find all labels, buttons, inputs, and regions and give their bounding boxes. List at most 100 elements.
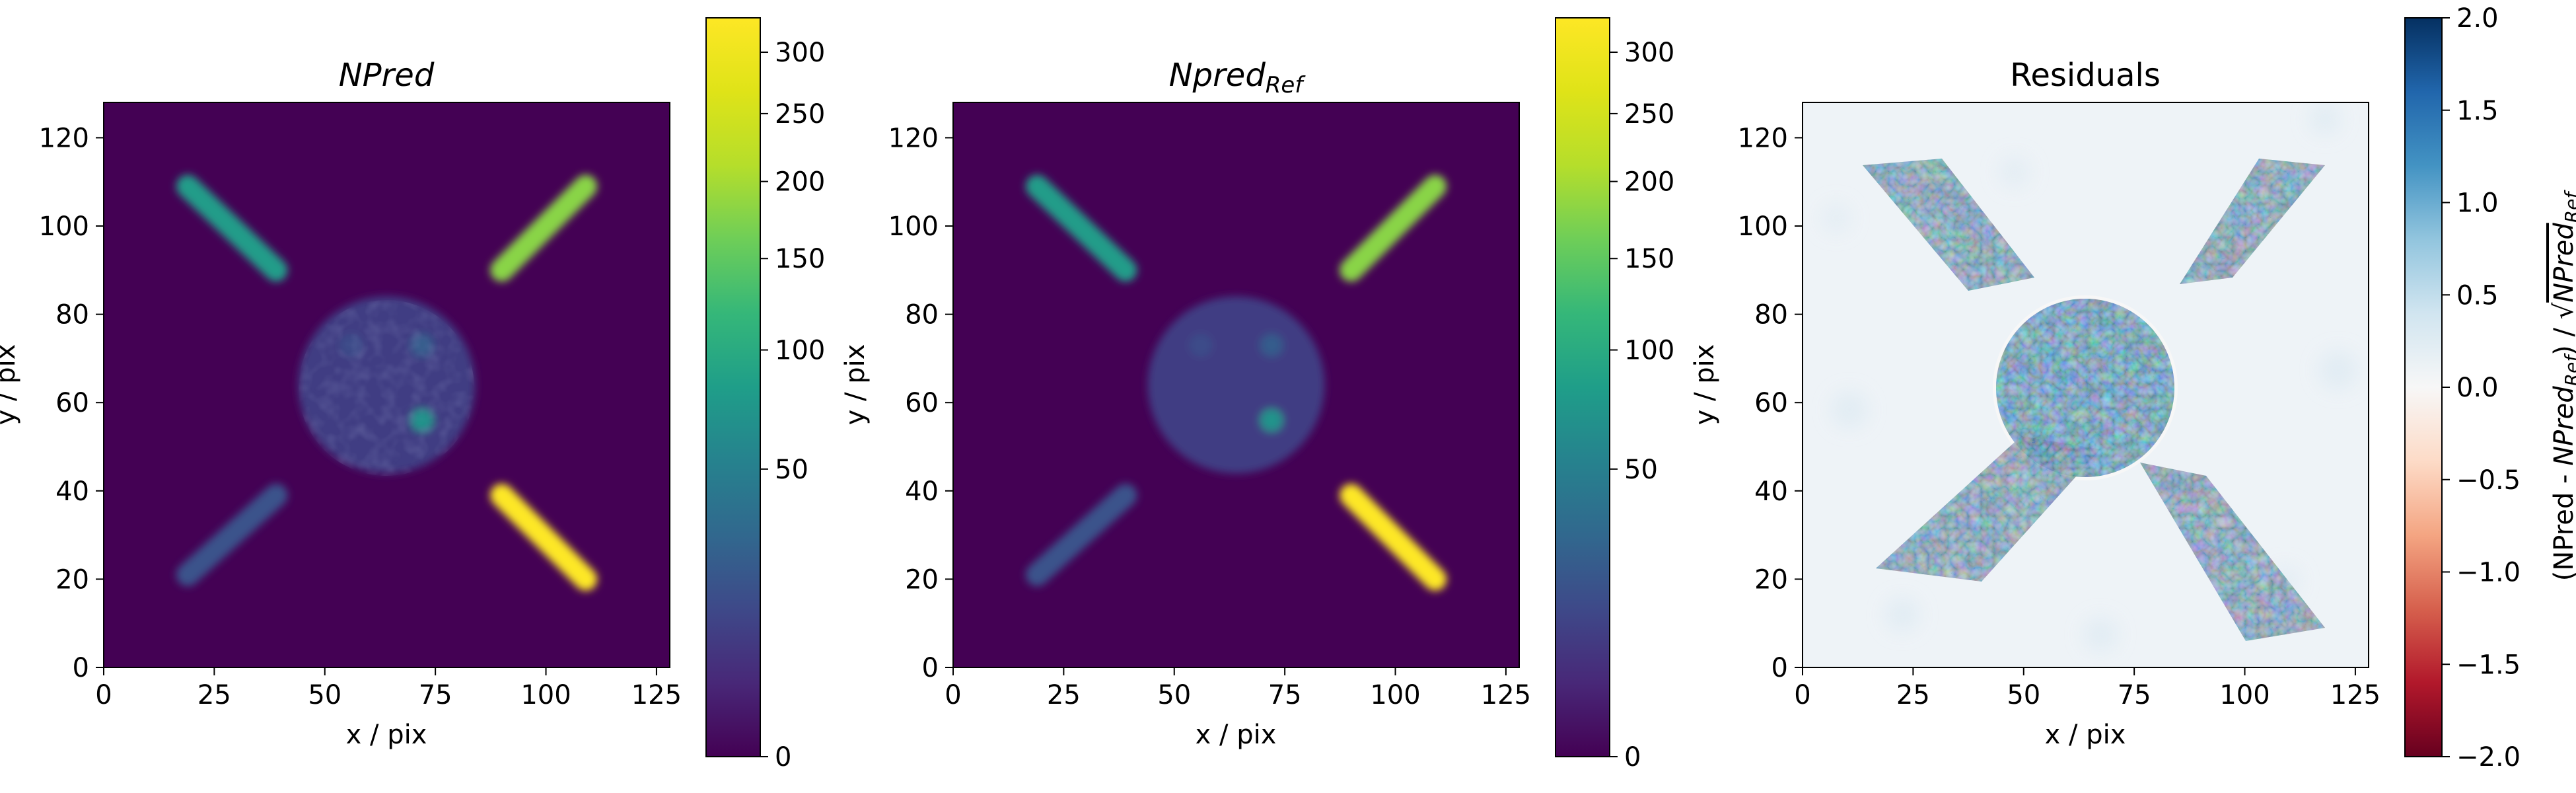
colorbar-tick-label: 2.0	[2456, 3, 2499, 34]
y-tick-label: 60	[905, 388, 939, 418]
panel-npred-disk-texture	[299, 300, 474, 476]
colorbar-tick-label: 200	[1624, 167, 1674, 198]
y-tick-label: 0	[922, 653, 939, 683]
y-tick-label: 40	[1754, 476, 1788, 507]
cb-label-part-6: Ref	[2561, 190, 2576, 223]
cb-label-part-3: Ref	[2561, 353, 2576, 387]
cb-label-part-4: ) / √	[2549, 302, 2576, 356]
x-tick-label: 125	[1481, 680, 1531, 710]
panel-npred-y-ticks: 0 20 40 60 80 100 120	[39, 123, 104, 683]
y-tick-label: 0	[73, 653, 89, 683]
colorbar-tick-label: 250	[775, 99, 825, 130]
y-tick-label: 100	[1738, 211, 1788, 242]
x-tick-label: 100	[2219, 680, 2270, 710]
source-disk	[1147, 296, 1325, 474]
colorbar-tick-label: −1.5	[2456, 650, 2521, 680]
panel-residuals-colorbar-label: (NPred - NPredRef) / √NPredRef	[2549, 190, 2576, 582]
colorbar-tick-label: 50	[1624, 455, 1658, 485]
y-tick-label: 120	[1738, 123, 1788, 153]
source-bar	[176, 484, 288, 587]
source-spot	[1260, 333, 1283, 357]
panel-residuals-colorbar-ticks: −2.0 −1.5 −1.0 −0.5 0.0 0.5 1.0 1.5 2.0	[2442, 3, 2521, 773]
panel-npred-ref-colorbar	[1555, 17, 1610, 757]
y-tick-label: 40	[905, 476, 939, 507]
panel-residuals-x-axis-label: x / pix	[2045, 720, 2126, 750]
source-bar	[1340, 484, 1447, 591]
y-tick-label: 60	[1754, 388, 1788, 418]
x-tick-label: 25	[197, 680, 231, 710]
x-tick-label: 100	[1370, 680, 1420, 710]
x-tick-label: 100	[520, 680, 571, 710]
panel-npred-x-axis-label: x / pix	[346, 720, 427, 750]
panel-npred-colorbar-ticks: 0 50 100 150 200 250 300	[760, 38, 825, 773]
panel-npred-x-ticks: 0 25 50 75 100 125	[95, 667, 682, 710]
source-spot	[1189, 333, 1213, 357]
y-tick-label: 60	[55, 388, 89, 418]
colorbar-tick-label: 1.0	[2456, 188, 2499, 219]
panel-npred-ref-title-main: Npred	[1169, 57, 1266, 94]
panel-residuals: Residuals	[1690, 3, 2576, 773]
colorbar-tick-label: 100	[1624, 336, 1674, 366]
colorbar-tick-label: 100	[775, 336, 825, 366]
panel-residuals-title: Residuals	[2010, 57, 2161, 94]
x-tick-label: 50	[2007, 680, 2040, 710]
panel-residuals-faint-blobs	[1822, 103, 2358, 652]
x-tick-label: 50	[308, 680, 341, 710]
colorbar-tick-label: 0	[775, 742, 791, 773]
colorbar-tick-label: 250	[1624, 99, 1674, 130]
panel-npred-ref-image-features	[1025, 174, 1447, 591]
panel-npred-ref-x-ticks: 0 25 50 75 100 125	[945, 667, 1531, 710]
cb-label-part-1: (NPred -	[2549, 466, 2576, 581]
x-tick-label: 50	[1157, 680, 1191, 710]
y-tick-label: 20	[55, 564, 89, 595]
colorbar-tick-label: −2.0	[2456, 742, 2521, 773]
y-tick-label: 20	[905, 564, 939, 595]
colorbar-tick-label: 0.0	[2456, 373, 2499, 403]
colorbar-tick-label: 200	[775, 167, 825, 198]
y-tick-label: 80	[55, 300, 89, 330]
colorbar-tick-label: 300	[1624, 38, 1674, 68]
cb-label-part-2: NPred	[2549, 386, 2576, 466]
colorbar-tick-label: −0.5	[2456, 465, 2521, 496]
y-tick-label: 100	[888, 211, 939, 242]
panel-residuals-y-ticks: 0 20 40 60 80 100 120	[1738, 123, 1803, 683]
panel-npred-ref: NpredRef 0 25 50 75 100 125 0 20 40 60 80 100 120 x…	[840, 17, 1674, 773]
panel-npred-ref-title-subscript: Ref	[1266, 72, 1306, 98]
colorbar-tick-label: −1.0	[2456, 558, 2521, 588]
x-tick-label: 75	[419, 680, 452, 710]
panel-npred-y-axis-label: y / pix	[0, 344, 21, 426]
colorbar-tick-label: 50	[775, 455, 808, 485]
y-tick-label: 80	[905, 300, 939, 330]
panel-residuals-x-ticks: 0 25 50 75 100 125	[1794, 667, 2380, 710]
x-tick-label: 75	[1268, 680, 1302, 710]
panel-npred-ref-y-axis-label: y / pix	[840, 344, 871, 426]
source-bar	[1025, 174, 1137, 282]
source-bar	[490, 174, 598, 282]
x-tick-label: 25	[1896, 680, 1930, 710]
colorbar-tick-label: 300	[775, 38, 825, 68]
panel-npred-title: NPred	[339, 57, 435, 94]
x-tick-label: 0	[1794, 680, 1810, 710]
panel-residuals-y-axis-label: y / pix	[1690, 344, 1720, 426]
x-tick-label: 125	[631, 680, 682, 710]
x-tick-label: 125	[2330, 680, 2380, 710]
panel-npred-colorbar	[705, 17, 761, 757]
y-tick-label: 100	[39, 211, 89, 242]
source-bar	[176, 174, 288, 282]
source-bar	[1340, 174, 1447, 282]
y-tick-label: 80	[1754, 300, 1788, 330]
x-tick-label: 25	[1047, 680, 1081, 710]
cb-label-part-5: NPred	[2549, 223, 2576, 303]
panel-residuals-colorbar	[2404, 17, 2443, 757]
panel-npred: NPred 0 25 50 75 100 125 0 20 40 60 80 100 120 x / …	[0, 17, 825, 773]
y-tick-label: 40	[55, 476, 89, 507]
source-bar	[1025, 484, 1137, 587]
colorbar-tick-label: 0.5	[2456, 280, 2499, 311]
y-tick-label: 20	[1754, 564, 1788, 595]
panel-npred-ref-frame	[952, 102, 1520, 668]
y-tick-label: 120	[39, 123, 89, 153]
colorbar-tick-label: 150	[1624, 244, 1674, 274]
panel-residuals-frame	[1802, 102, 2369, 668]
panel-npred-ref-colorbar-ticks: 0 50 100 150 200 250 300	[1610, 38, 1674, 773]
